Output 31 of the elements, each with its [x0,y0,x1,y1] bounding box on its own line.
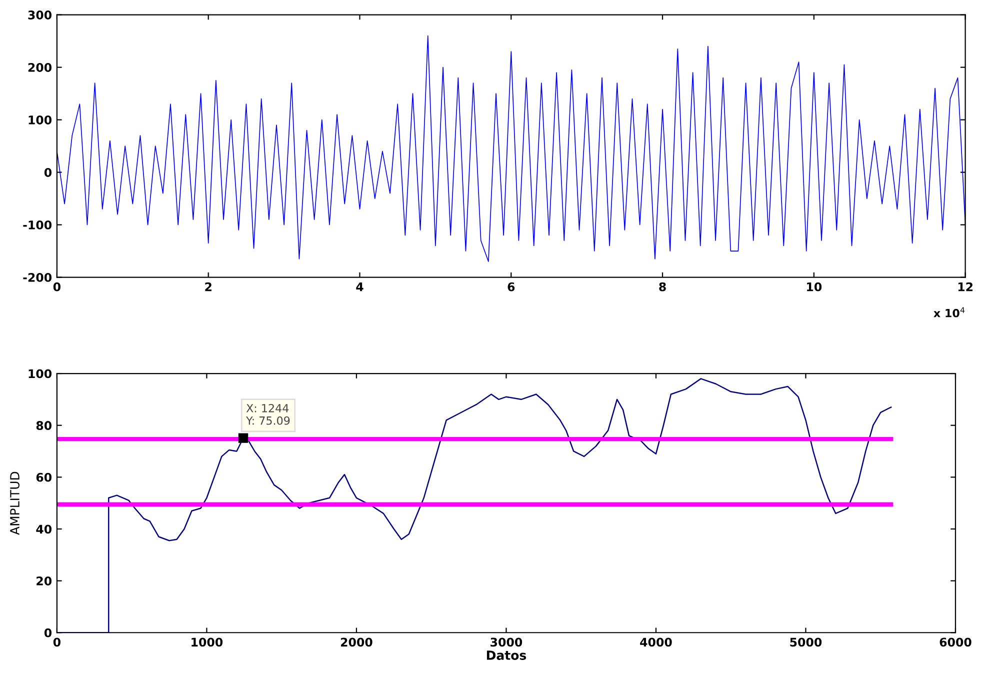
x-tick-label: 0 [53,638,60,647]
y-tick-label: 20 [36,576,52,586]
annotation: X: 1244 Y: 75.09 [246,404,290,425]
x-tick-label: 4000 [640,638,672,647]
x-tick-label: 3000 [490,638,522,647]
text: x 10$^{4}$ [934,307,965,318]
x-tick-label: 8 [659,282,666,292]
y-tick-label: 80 [36,421,52,430]
x-tick-label: 5000 [790,638,822,647]
line-series [56,35,966,262]
y-tick-label: 200 [28,63,52,72]
x-axis-title: Datos [486,650,526,660]
y-tick-label: 0 [44,628,52,638]
y-axis-title: AMPLITUD [10,472,20,535]
y-tick-label: -100 [23,220,52,230]
x-tick-label: 10 [807,282,822,292]
x-tick-label: 0 [53,282,60,292]
x-tick-label: 6 [508,282,515,292]
y-tick-label: 60 [36,472,52,482]
y-tick-label: -200 [23,273,52,282]
x-tick-label: 2000 [340,638,372,647]
y-tick-label: 40 [36,524,52,534]
x-tick-label: 2 [205,282,212,292]
x-tick-label: 4 [356,282,364,292]
x-tick-label: 6000 [940,638,972,647]
y-tick-label: 100 [28,116,52,124]
y-tick-label: 0 [44,168,52,177]
x-tick-label: 1000 [192,638,223,647]
y-tick-label: 100 [28,369,52,378]
x-tick-label: 12 [958,282,972,292]
y-tick-label: 300 [28,10,52,20]
